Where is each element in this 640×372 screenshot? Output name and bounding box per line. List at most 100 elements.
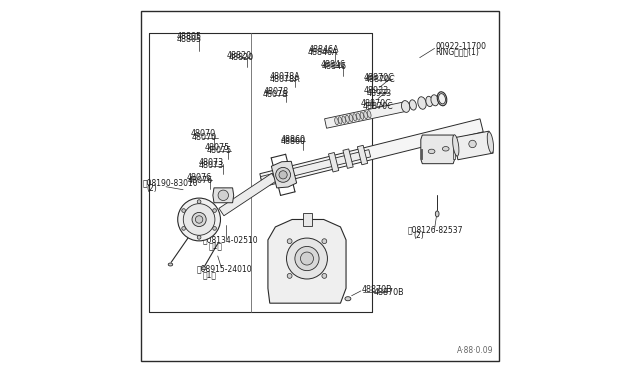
Text: 48078A: 48078A <box>270 72 300 81</box>
Text: 48820: 48820 <box>227 51 252 60</box>
Ellipse shape <box>342 116 346 123</box>
Text: 48070: 48070 <box>191 133 217 142</box>
Text: 48846A: 48846A <box>308 48 339 57</box>
Ellipse shape <box>431 95 438 106</box>
Ellipse shape <box>339 117 342 124</box>
Ellipse shape <box>195 216 203 223</box>
Ellipse shape <box>360 112 364 119</box>
Text: Ⓑ08134-02510: Ⓑ08134-02510 <box>203 235 259 244</box>
Text: 48820: 48820 <box>229 53 254 62</box>
Ellipse shape <box>452 135 459 156</box>
Text: 48078A: 48078A <box>270 76 300 84</box>
Ellipse shape <box>364 111 367 119</box>
Ellipse shape <box>437 92 447 106</box>
Ellipse shape <box>202 267 206 270</box>
Text: 48870B: 48870B <box>374 288 404 296</box>
Ellipse shape <box>418 97 426 109</box>
Ellipse shape <box>295 247 319 271</box>
Ellipse shape <box>279 171 287 179</box>
Ellipse shape <box>428 149 435 154</box>
Text: 48075: 48075 <box>207 146 232 155</box>
Text: 48076: 48076 <box>187 173 212 182</box>
Polygon shape <box>213 188 234 203</box>
Ellipse shape <box>182 227 186 230</box>
Ellipse shape <box>349 115 353 122</box>
Polygon shape <box>328 153 339 172</box>
Ellipse shape <box>346 115 349 122</box>
Text: 00922-11700: 00922-11700 <box>435 42 486 51</box>
Ellipse shape <box>438 94 445 104</box>
Text: 48870B: 48870B <box>362 285 393 294</box>
Text: 48846: 48846 <box>322 62 347 71</box>
Polygon shape <box>260 119 483 187</box>
Text: 48075: 48075 <box>205 143 230 152</box>
Ellipse shape <box>212 209 216 212</box>
Ellipse shape <box>322 239 327 244</box>
Ellipse shape <box>218 190 228 201</box>
Text: 48860: 48860 <box>281 137 306 146</box>
Ellipse shape <box>212 227 216 230</box>
Ellipse shape <box>410 100 417 110</box>
Polygon shape <box>421 135 454 164</box>
Ellipse shape <box>197 200 201 203</box>
Ellipse shape <box>287 273 292 278</box>
Polygon shape <box>260 150 371 184</box>
Ellipse shape <box>335 118 339 125</box>
Text: Ⓑ08126-82537: Ⓑ08126-82537 <box>408 225 463 234</box>
Text: 48860: 48860 <box>280 135 305 144</box>
Text: 48846: 48846 <box>321 60 346 69</box>
Ellipse shape <box>300 252 314 265</box>
Text: (2): (2) <box>147 185 157 193</box>
Text: （1）: （1） <box>202 270 216 279</box>
Ellipse shape <box>435 211 439 217</box>
Text: 48933: 48933 <box>367 89 392 97</box>
Text: 48073: 48073 <box>199 158 224 167</box>
Text: 48870C: 48870C <box>364 73 395 82</box>
Polygon shape <box>343 149 353 169</box>
Ellipse shape <box>426 96 433 107</box>
Polygon shape <box>303 213 312 226</box>
Polygon shape <box>454 131 493 160</box>
Ellipse shape <box>287 238 328 279</box>
Text: (2): (2) <box>413 231 424 240</box>
Text: 48933: 48933 <box>364 86 389 95</box>
Text: 48870C: 48870C <box>365 76 396 84</box>
Ellipse shape <box>401 100 410 112</box>
Ellipse shape <box>178 198 221 241</box>
Ellipse shape <box>345 297 351 301</box>
Text: 48073: 48073 <box>199 161 224 170</box>
Ellipse shape <box>182 209 186 212</box>
Polygon shape <box>357 145 367 165</box>
Polygon shape <box>268 219 346 303</box>
Ellipse shape <box>487 132 493 153</box>
Text: A·88·0.09: A·88·0.09 <box>456 346 493 355</box>
Text: （1）: （1） <box>209 241 223 250</box>
Ellipse shape <box>276 167 291 182</box>
Ellipse shape <box>192 212 206 227</box>
Text: 48070: 48070 <box>191 129 216 138</box>
Polygon shape <box>219 173 276 216</box>
Text: 48078: 48078 <box>262 90 287 99</box>
Ellipse shape <box>322 273 327 278</box>
Text: 48805: 48805 <box>177 35 202 44</box>
Ellipse shape <box>442 147 449 151</box>
Polygon shape <box>271 161 296 188</box>
Text: 48870C: 48870C <box>363 102 394 110</box>
Text: RINGリング(1): RINGリング(1) <box>435 48 479 57</box>
Text: 48846A: 48846A <box>309 45 339 54</box>
Ellipse shape <box>468 140 476 148</box>
Ellipse shape <box>197 235 201 239</box>
Text: 48870C: 48870C <box>361 99 392 108</box>
Ellipse shape <box>367 110 371 118</box>
Ellipse shape <box>183 204 215 235</box>
Text: Ⓑ08190-83010: Ⓑ08190-83010 <box>143 179 198 187</box>
Text: ⓜ08915-24010: ⓜ08915-24010 <box>196 265 252 274</box>
Ellipse shape <box>353 114 356 121</box>
Ellipse shape <box>356 113 360 120</box>
Text: 48805: 48805 <box>177 32 202 41</box>
Polygon shape <box>324 102 406 128</box>
Polygon shape <box>421 149 422 159</box>
Ellipse shape <box>287 239 292 244</box>
Ellipse shape <box>168 263 173 266</box>
Text: 48076: 48076 <box>188 176 213 185</box>
